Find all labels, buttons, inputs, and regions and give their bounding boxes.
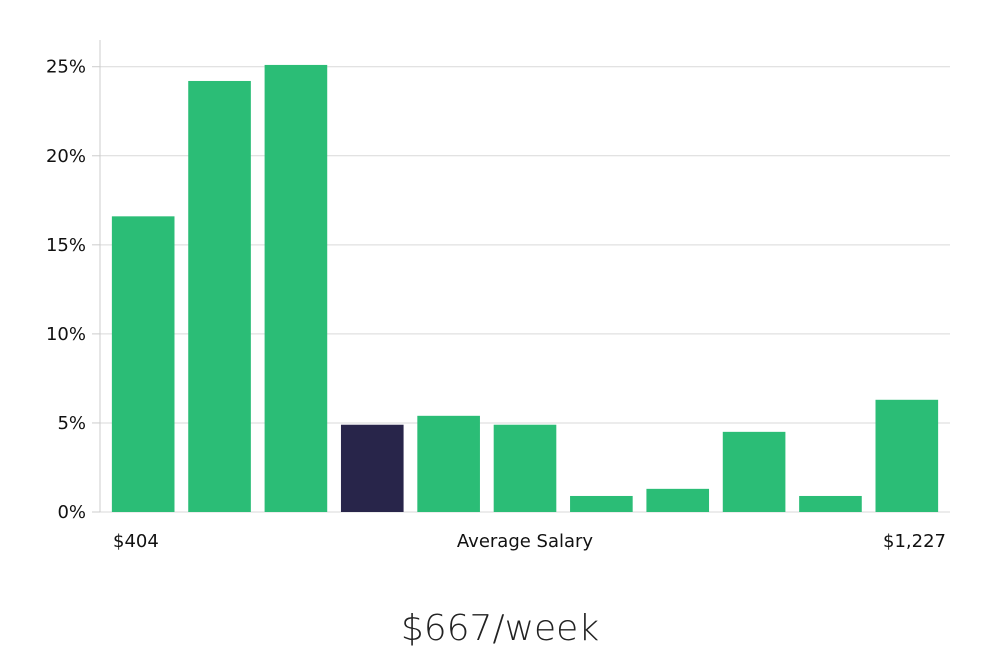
y-tick-label: 10% [46, 324, 86, 345]
bar [570, 495, 633, 512]
y-tick-label: 25% [46, 57, 86, 78]
y-tick-label: 15% [46, 235, 86, 256]
y-tick-label: 5% [57, 413, 86, 434]
bar [264, 64, 328, 512]
bar [417, 415, 480, 512]
x-axis-title: Average Salary [457, 531, 594, 552]
bar [188, 80, 251, 512]
bar-highlighted [340, 424, 404, 512]
bar [799, 495, 862, 512]
bar [646, 488, 710, 512]
bar [722, 431, 786, 512]
y-tick-label: 20% [46, 146, 86, 167]
x-max-label: $1,227 [883, 531, 946, 552]
bar [875, 399, 939, 512]
average-salary-value: $667/week [400, 608, 600, 649]
y-axis-ticks: 0% 5% 10% 15% 20% 25% [46, 57, 100, 523]
y-tick-label: 0% [57, 502, 86, 523]
bars [111, 64, 939, 512]
x-min-label: $404 [113, 531, 159, 552]
bar [493, 424, 557, 512]
bar [111, 216, 175, 512]
salary-histogram: 0% 5% 10% 15% 20% 25% $404 Average Salary $1,… [46, 40, 950, 552]
